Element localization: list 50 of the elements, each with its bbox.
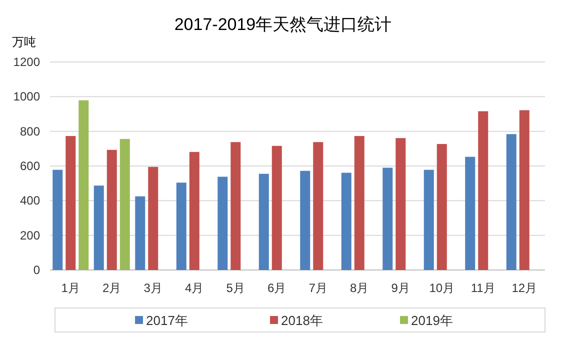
y-tick-label: 1200 bbox=[13, 55, 40, 69]
y-tick-label: 1000 bbox=[13, 90, 40, 104]
y-axis-title: 万吨 bbox=[12, 35, 36, 49]
bar bbox=[230, 142, 241, 270]
bar bbox=[341, 172, 352, 270]
bar bbox=[272, 146, 282, 270]
bar bbox=[396, 138, 406, 270]
x-tick-label: 6月 bbox=[268, 281, 286, 295]
x-tick-label: 1月 bbox=[61, 281, 80, 295]
bar bbox=[135, 196, 146, 270]
chart-title: 2017-2019年天然气进口统计 bbox=[174, 15, 392, 34]
x-tick-label: 3月 bbox=[144, 281, 162, 295]
bar bbox=[354, 136, 364, 270]
bar bbox=[300, 170, 310, 270]
bar bbox=[52, 170, 63, 270]
bar bbox=[436, 144, 447, 270]
bar bbox=[519, 110, 530, 270]
y-tick-label: 0 bbox=[33, 263, 40, 277]
x-tick-label: 5月 bbox=[226, 281, 245, 295]
x-tick-label: 12月 bbox=[512, 281, 538, 295]
y-tick-label: 600 bbox=[20, 159, 40, 173]
x-tick-label: 7月 bbox=[308, 281, 328, 295]
x-tick-label: 9月 bbox=[391, 281, 410, 295]
y-tick-label: 800 bbox=[20, 124, 40, 138]
bar bbox=[78, 100, 89, 270]
y-tick-label: 200 bbox=[20, 228, 40, 242]
x-tick-label: 4月 bbox=[185, 281, 204, 295]
y-tick-label: 400 bbox=[20, 194, 40, 208]
bar bbox=[478, 111, 488, 270]
bar bbox=[66, 136, 76, 270]
bar bbox=[120, 138, 130, 270]
bar bbox=[382, 168, 393, 270]
x-tick-label: 10月 bbox=[429, 281, 455, 295]
bar bbox=[258, 174, 269, 270]
bar bbox=[106, 150, 117, 270]
bar bbox=[189, 152, 200, 270]
bar bbox=[465, 156, 476, 270]
bar bbox=[148, 166, 158, 270]
bar bbox=[176, 182, 186, 270]
legend-label: 2019年 bbox=[411, 313, 453, 328]
bar bbox=[424, 170, 434, 270]
bar bbox=[506, 134, 516, 270]
bar bbox=[218, 176, 228, 270]
bar bbox=[94, 186, 104, 270]
bar bbox=[313, 142, 324, 270]
x-tick-label: 2月 bbox=[102, 281, 122, 295]
x-tick-label: 11月 bbox=[470, 281, 496, 295]
legend-label: 2018年 bbox=[281, 313, 323, 328]
x-tick-label: 8月 bbox=[350, 281, 369, 295]
legend-label: 2017年 bbox=[146, 313, 188, 328]
